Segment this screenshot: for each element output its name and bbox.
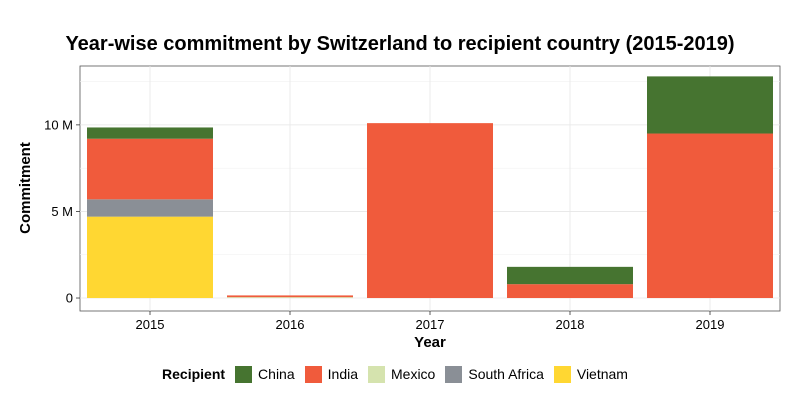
legend-swatch xyxy=(235,365,253,383)
legend-label: India xyxy=(327,366,358,382)
legend-swatch xyxy=(445,365,463,383)
bar-segment xyxy=(87,127,213,139)
legend-item: South Africa xyxy=(445,365,544,383)
legend-title: Recipient xyxy=(162,366,226,382)
legend-swatch xyxy=(304,365,322,383)
bar-segment xyxy=(507,266,633,285)
bar-segment xyxy=(227,295,353,298)
bar-segment xyxy=(507,284,633,299)
y-tick-label: 10 M xyxy=(44,117,73,132)
y-tick-label: 0 xyxy=(66,291,73,306)
x-tick-label: 2019 xyxy=(696,317,725,332)
bar-segment xyxy=(87,216,213,299)
legend-items: China India Mexico South Africa Vietnam xyxy=(235,365,638,383)
bar-segment xyxy=(367,123,493,299)
y-axis-title: Commitment xyxy=(17,142,34,234)
x-tick-label: 2017 xyxy=(416,317,445,332)
legend-label: Vietnam xyxy=(576,366,628,382)
plot-area: 0 5 M 10 M 2015 2016 2017 2018 2019 Year Commit… xyxy=(17,65,781,351)
bar-segment xyxy=(227,297,353,299)
legend-item: China xyxy=(235,365,295,383)
axes: 0 5 M 10 M 2015 2016 2017 2018 2019 xyxy=(44,117,724,332)
legend-swatch xyxy=(368,365,385,383)
legend-label: China xyxy=(258,366,295,382)
x-tick-label: 2018 xyxy=(556,317,585,332)
chart-title: Year-wise commitment by Switzerland to r… xyxy=(65,33,735,55)
x-tick-label: 2016 xyxy=(276,317,305,332)
bar-segment xyxy=(647,133,773,299)
x-axis-title: Year xyxy=(414,334,446,351)
legend-label: South Africa xyxy=(468,366,544,382)
legend-item: India xyxy=(304,365,358,383)
bar-segment xyxy=(647,76,773,134)
bar-segment xyxy=(87,138,213,200)
legend-label: Mexico xyxy=(391,366,436,382)
x-tick-label: 2015 xyxy=(136,317,165,332)
y-tick-label: 5 M xyxy=(51,204,73,219)
legend-swatch xyxy=(553,365,571,383)
bars xyxy=(87,76,773,299)
legend: Recipient China India Mexico South Africa Vi… xyxy=(0,362,800,386)
legend-item: Vietnam xyxy=(553,365,628,383)
bar-segment xyxy=(87,199,213,217)
legend-item: Mexico xyxy=(368,365,436,383)
